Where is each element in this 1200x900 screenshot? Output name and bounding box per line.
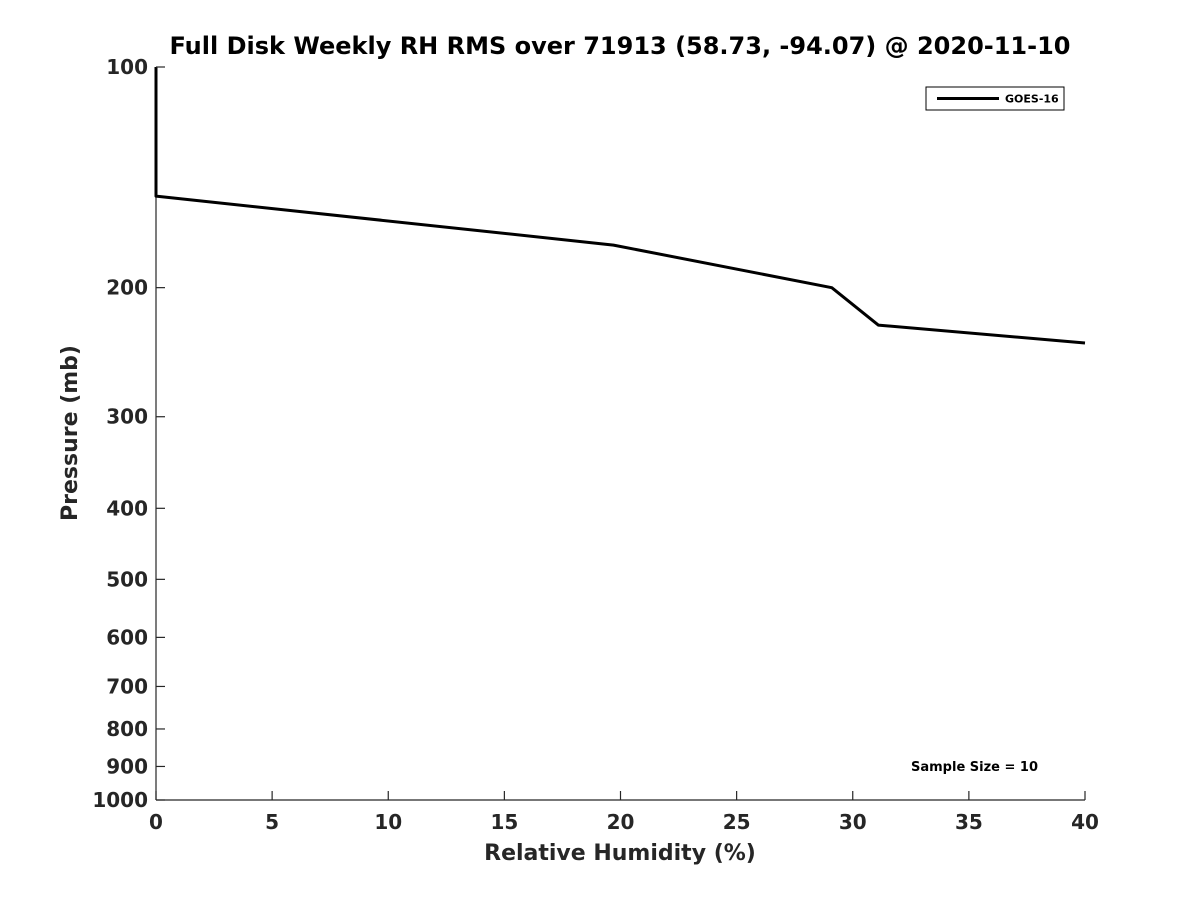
x-tick-label: 40: [1071, 810, 1099, 834]
plot-area: [154, 67, 1086, 801]
legend-label: GOES-16: [1005, 93, 1059, 106]
x-tick-label: 0: [149, 810, 163, 834]
y-tick-label: 800: [106, 717, 148, 741]
x-axis-label: Relative Humidity (%): [484, 841, 756, 866]
y-tick-label: 500: [106, 567, 148, 591]
y-tick-label: 200: [106, 276, 148, 300]
x-tick-label: 35: [955, 810, 983, 834]
x-tick-label: 10: [374, 810, 402, 834]
legend: GOES-16: [925, 86, 1065, 111]
y-tick-label: 300: [106, 405, 148, 429]
y-tick-label: 600: [106, 625, 148, 649]
x-axis: 0 5 10 15 20 25 30 35 40: [149, 791, 1099, 834]
y-tick-label: 700: [106, 674, 148, 698]
y-tick-label: 100: [106, 55, 148, 79]
y-axis-label: Pressure (mb): [58, 345, 83, 521]
x-tick-label: 5: [265, 810, 279, 834]
x-tick-label: 25: [723, 810, 751, 834]
sample-size-annotation: Sample Size = 10: [911, 760, 1038, 775]
x-tick-label: 20: [607, 810, 635, 834]
y-tick-label: 900: [106, 754, 148, 778]
x-tick-label: 15: [490, 810, 518, 834]
y-axis: 100 200 300 400 500 600 700 800 900 1000: [92, 55, 165, 812]
y-tick-label: 400: [106, 496, 148, 520]
y-tick-label: 1000: [92, 788, 148, 812]
x-tick-label: 30: [839, 810, 867, 834]
chart-title: Full Disk Weekly RH RMS over 71913 (58.7…: [169, 32, 1070, 60]
series-line-goes-16: [154, 67, 1086, 345]
